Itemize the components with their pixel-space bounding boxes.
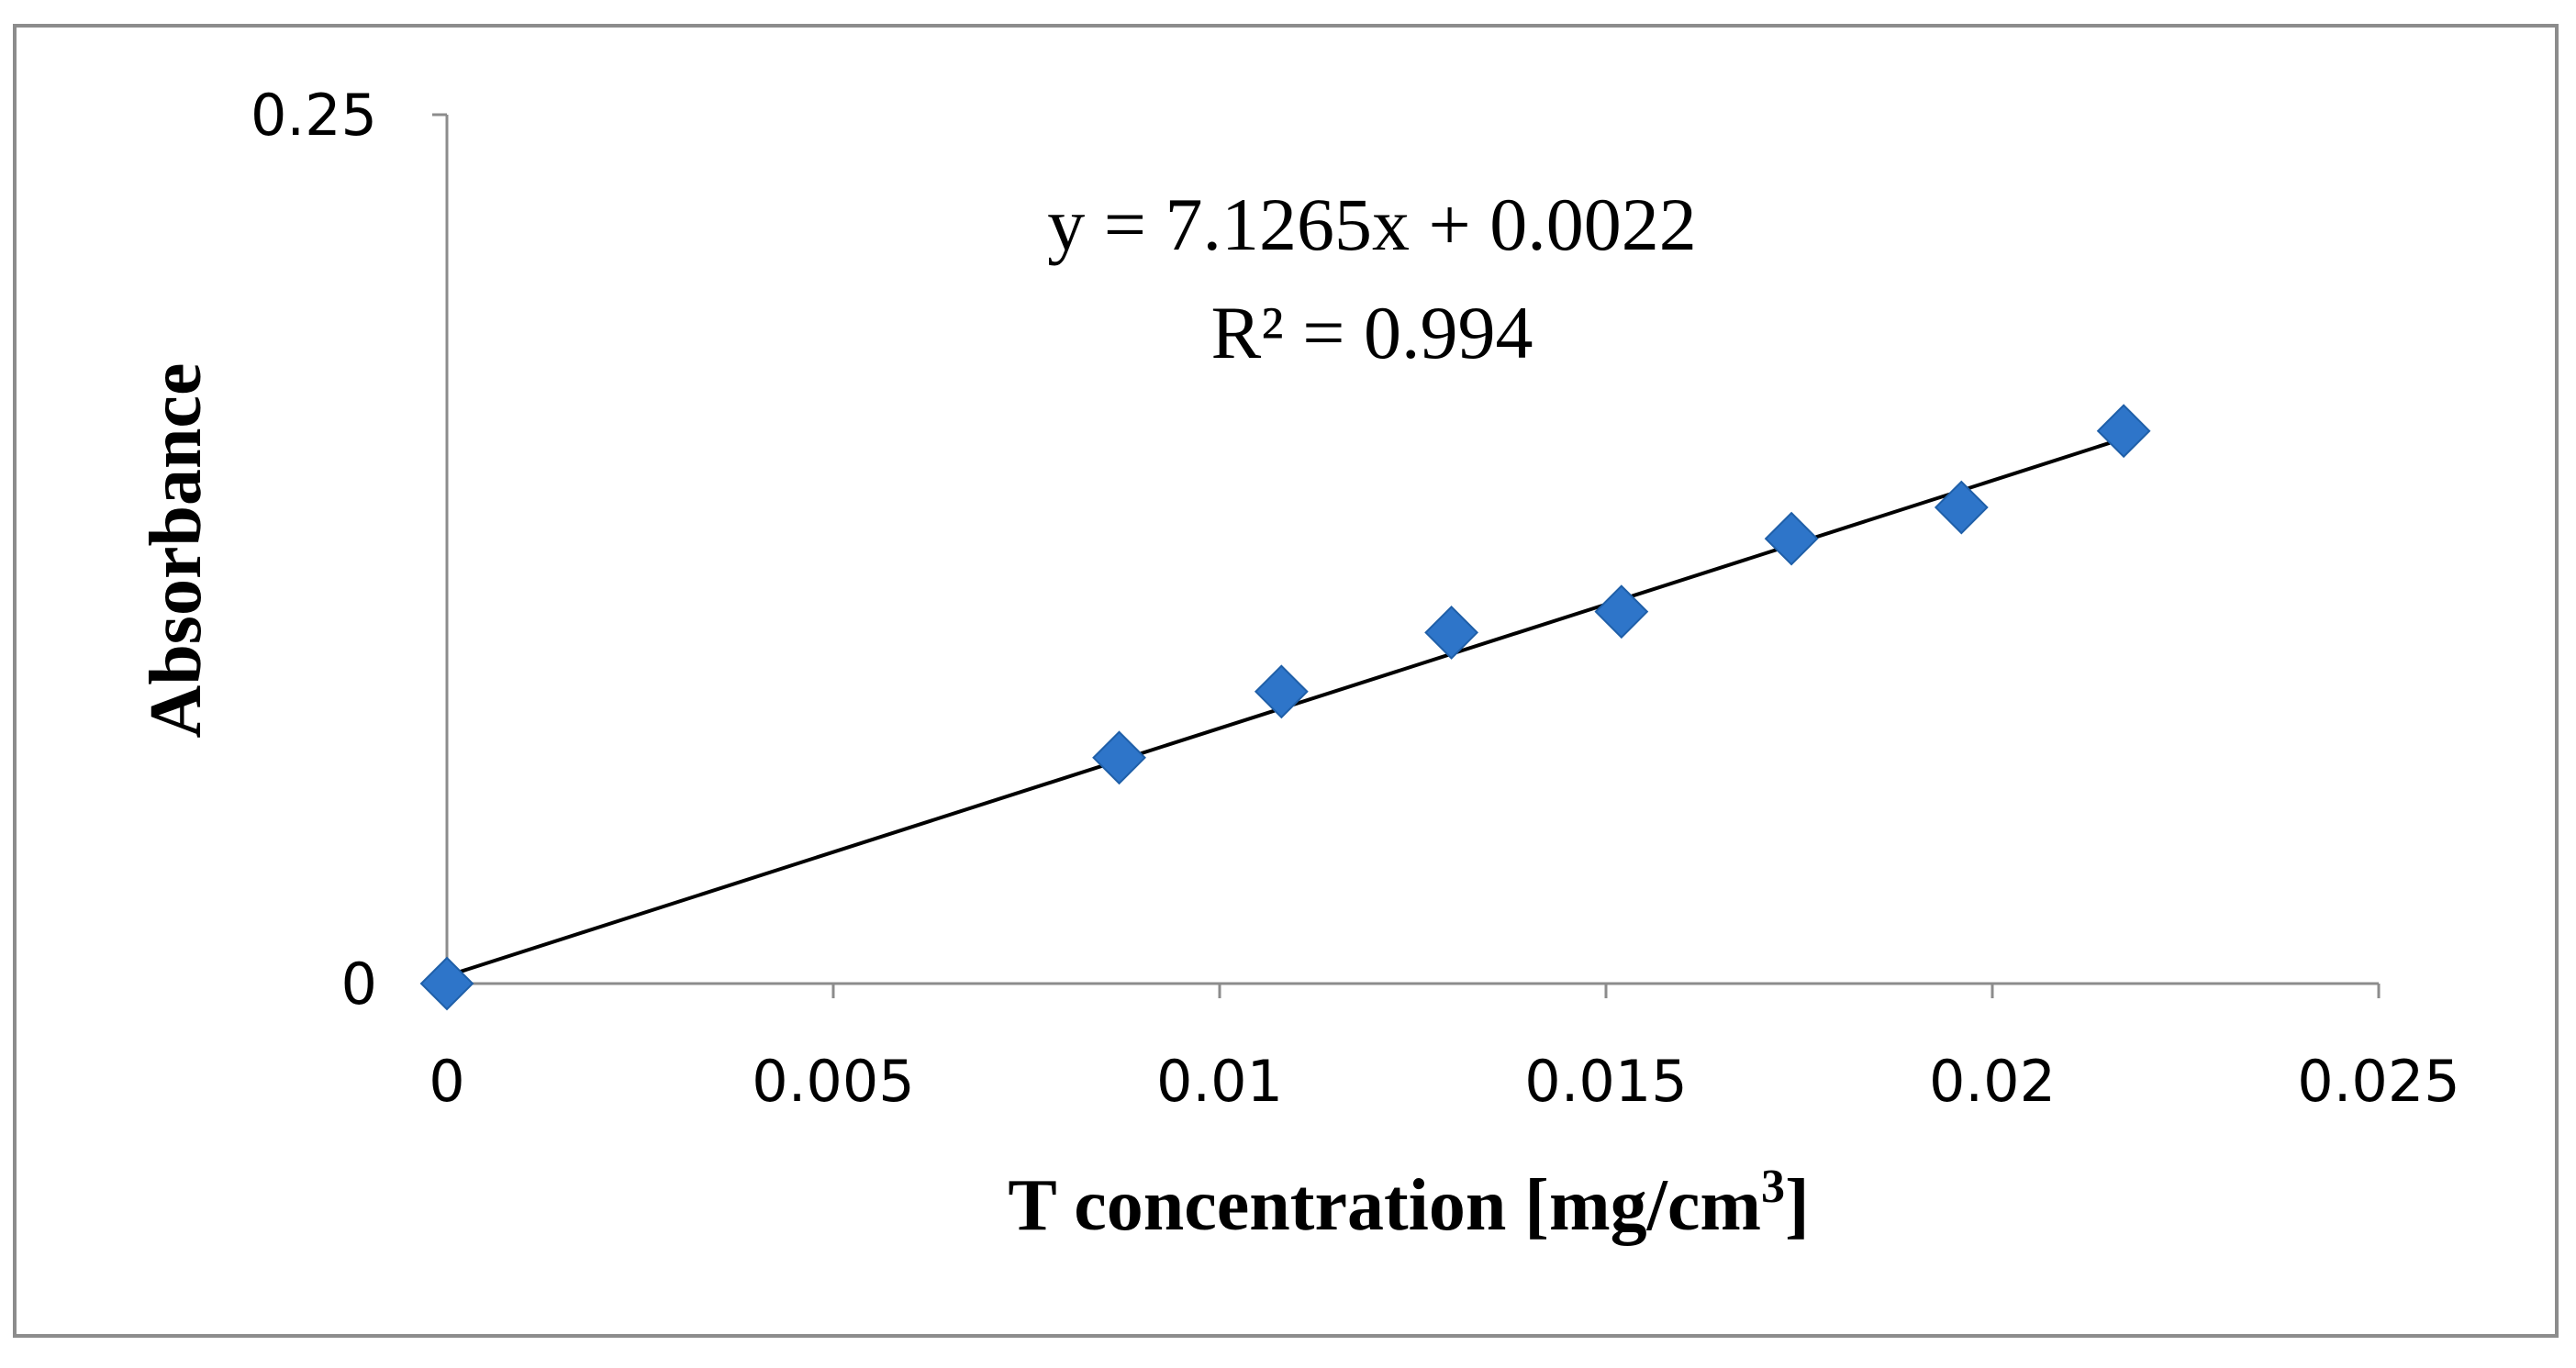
data-points [419,404,2151,1011]
trendline-equation: y = 7.1265x + 0.0022 [1047,183,1697,266]
data-point [1594,584,1649,640]
x-tick-label: 0.02 [1929,1048,2056,1115]
data-point [2096,404,2151,459]
x-axis-title-main: T concentration [mg/cm [1008,1165,1761,1246]
y-axis-ticks: 00.25 [251,82,447,1018]
x-tick-label: 0.005 [752,1048,915,1115]
data-point [1254,664,1309,719]
data-point [419,956,474,1011]
y-tick-label: 0 [341,951,377,1018]
x-tick-label: 0 [429,1048,464,1115]
r-squared-label: R² = 0.994 [1210,291,1533,374]
y-tick-label: 0.25 [251,82,377,149]
data-point [1424,605,1479,660]
x-tick-label: 0.01 [1156,1048,1283,1115]
x-axis-ticks: 0 0.005 0.01 0.015 0.02 0.025 [429,984,2460,1115]
x-axis-title-end: ] [1785,1165,1810,1246]
data-point [1934,480,1989,535]
x-tick-label: 0.025 [2297,1048,2460,1115]
x-axis-title-superscript: 3 [1761,1161,1785,1213]
y-axis-title: Absorbance [136,363,217,739]
x-tick-label: 0.015 [1524,1048,1688,1115]
data-point [1092,730,1146,785]
x-axis-title: T concentration [mg/cm3] [1008,1161,1809,1246]
data-point [1764,511,1819,566]
axes [445,115,2379,985]
